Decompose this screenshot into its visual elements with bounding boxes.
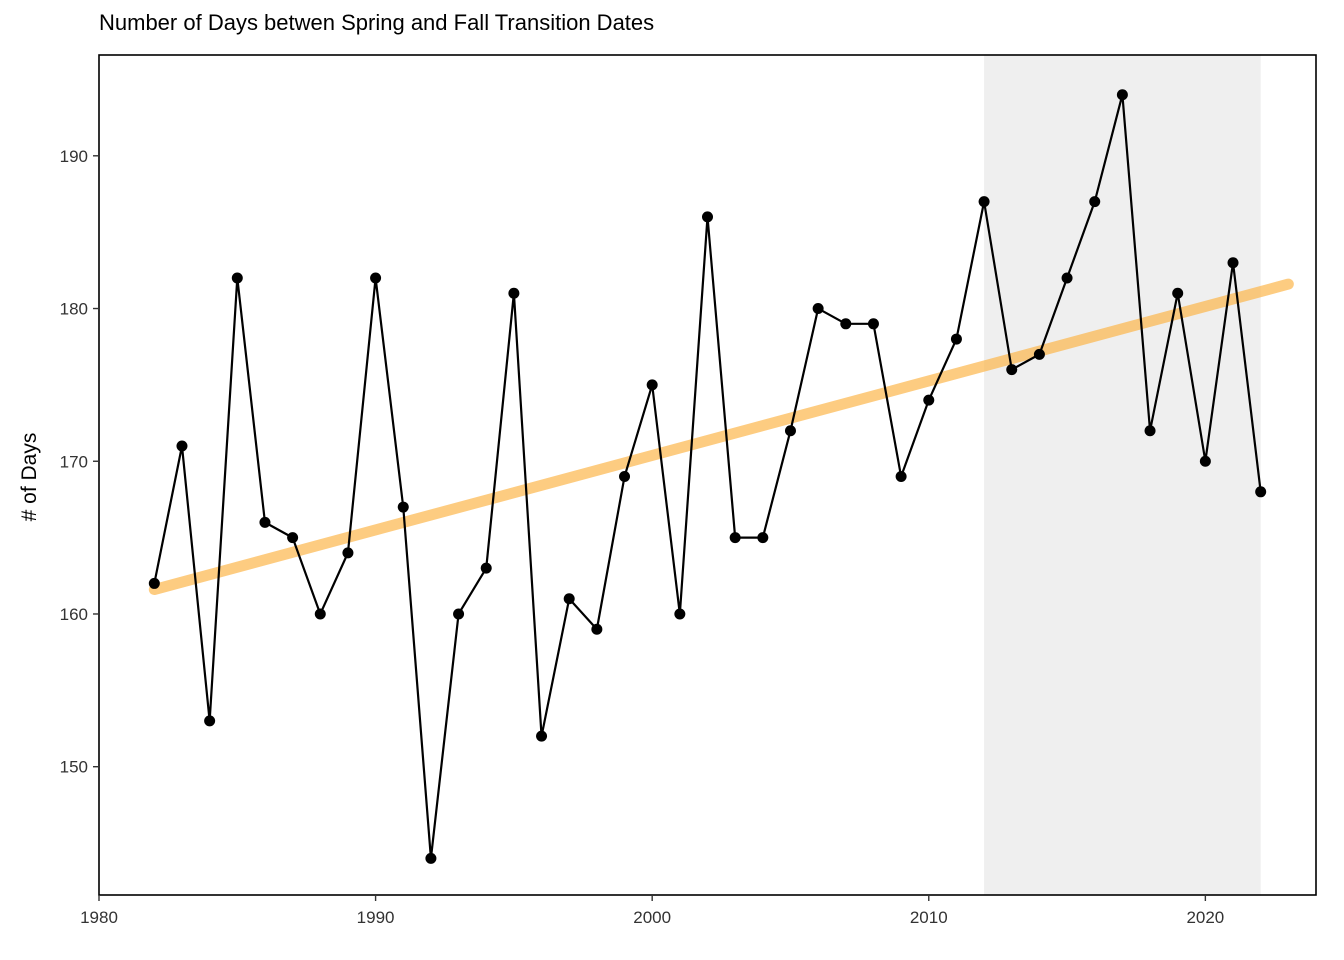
x-tick-label: 2020	[1186, 908, 1224, 927]
data-point	[1089, 196, 1101, 208]
plot-frame	[98, 54, 1317, 896]
data-point	[1227, 257, 1239, 269]
y-tick-label: 170	[60, 452, 88, 471]
data-point	[812, 303, 824, 315]
chart-title: Number of Days betwen Spring and Fall Tr…	[99, 10, 655, 35]
data-point	[148, 577, 160, 589]
axis-layer: 1980 1990 2000 2010 2020 150 160 170 180 190	[60, 54, 1317, 927]
data-point	[729, 532, 741, 544]
data-point	[370, 272, 382, 284]
data-point	[287, 532, 299, 544]
data-point	[508, 287, 520, 299]
data-point	[950, 333, 962, 345]
data-point	[702, 211, 713, 223]
data-point	[1255, 486, 1267, 498]
data-point	[480, 562, 492, 574]
data-point	[591, 623, 603, 635]
data-point	[1172, 287, 1184, 299]
y-tick-label: 190	[60, 147, 88, 166]
data-point	[923, 394, 935, 406]
data-point	[1144, 425, 1156, 437]
data-point	[1033, 348, 1045, 360]
data-point	[1116, 89, 1128, 101]
series-layer	[148, 89, 1267, 864]
highlight-band-layer	[984, 55, 1261, 895]
data-point	[453, 608, 465, 620]
data-point	[1199, 455, 1211, 467]
data-point	[231, 272, 243, 284]
data-point	[619, 471, 631, 483]
data-point	[425, 852, 437, 864]
data-point	[978, 196, 990, 208]
data-point	[674, 608, 686, 620]
data-point	[895, 471, 907, 483]
data-point	[1006, 364, 1018, 376]
trend-line-layer	[148, 278, 1294, 596]
x-tick-label: 2010	[910, 908, 948, 927]
data-point	[536, 730, 548, 742]
data-point	[314, 608, 326, 620]
data-point	[840, 318, 852, 330]
x-tick-label: 1990	[357, 908, 395, 927]
data-point	[867, 318, 879, 330]
x-tick-label: 1980	[80, 908, 118, 927]
x-tick-label: 2000	[633, 908, 671, 927]
data-point	[204, 715, 216, 727]
data-point	[563, 593, 575, 605]
y-tick-label: 160	[60, 605, 88, 624]
data-point	[1061, 272, 1073, 284]
data-point	[342, 547, 354, 559]
data-point	[784, 425, 796, 437]
data-point	[757, 532, 769, 544]
y-tick-label: 150	[60, 758, 88, 777]
data-point	[646, 379, 658, 391]
y-tick-label: 180	[60, 300, 88, 319]
trend-line	[148, 278, 1294, 596]
data-point	[397, 501, 409, 513]
data-point	[176, 440, 188, 452]
highlight-band	[984, 55, 1261, 895]
data-point	[259, 516, 271, 528]
